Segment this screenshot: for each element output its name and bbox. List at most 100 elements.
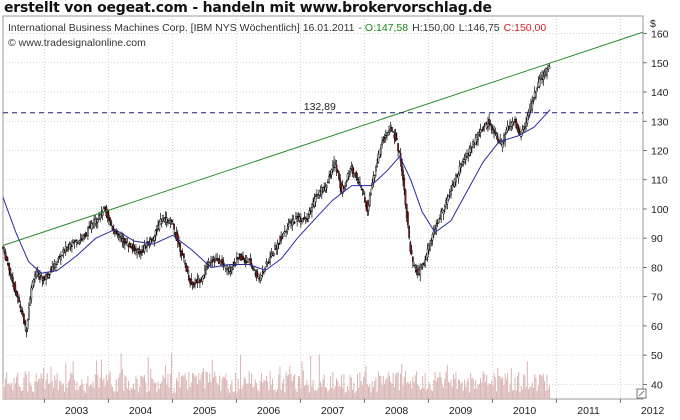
candle-body xyxy=(381,141,383,146)
candle-body xyxy=(440,210,443,220)
candle-body xyxy=(387,131,390,136)
candle-body xyxy=(18,297,20,303)
candle-body xyxy=(269,256,271,263)
x-axis-ticks: 2003 2004 2005 2006 2007 2008 2009 2010 2011 2012 xyxy=(44,399,664,417)
candle-body xyxy=(431,233,434,241)
candle-body xyxy=(295,216,297,219)
candle-body xyxy=(244,260,247,263)
candle-body xyxy=(453,178,456,187)
candle-body xyxy=(243,257,246,261)
candle-body xyxy=(377,153,380,163)
candle-body xyxy=(237,257,239,260)
candle-body xyxy=(40,274,43,277)
candle-body xyxy=(206,266,209,268)
candle-body xyxy=(355,171,358,179)
y-tick-label: 50 xyxy=(651,350,663,362)
candle-body xyxy=(325,185,328,189)
candle-body xyxy=(51,266,54,273)
candle-body xyxy=(111,226,114,231)
candle-body xyxy=(317,194,319,199)
candle-body xyxy=(191,281,194,285)
candle-body xyxy=(347,173,350,177)
candle-body xyxy=(482,127,484,131)
y-tick-label: 160 xyxy=(651,29,669,41)
candle-body xyxy=(389,124,392,128)
candle-body xyxy=(123,238,126,245)
candle-body xyxy=(429,243,431,250)
resize-corner-icon xyxy=(636,388,647,399)
candle-body xyxy=(404,189,407,206)
candle-body xyxy=(335,164,338,172)
candle-body xyxy=(19,304,22,308)
candle-body xyxy=(515,119,518,129)
candle-body xyxy=(351,166,354,174)
candle-body xyxy=(516,123,519,131)
candle-body xyxy=(327,181,329,183)
candle-body xyxy=(409,242,412,252)
candle-body xyxy=(61,254,63,257)
candle-body xyxy=(256,273,259,276)
candle-body xyxy=(72,239,75,243)
candle-body xyxy=(403,177,406,191)
candle-body xyxy=(291,220,294,226)
candle-body xyxy=(158,221,161,230)
candle-body xyxy=(511,121,514,125)
candle-body xyxy=(395,138,398,140)
candle-body xyxy=(463,159,466,163)
candle-body xyxy=(420,267,423,271)
candle-body xyxy=(9,268,12,275)
candle-body xyxy=(352,172,355,174)
candle-body xyxy=(26,320,29,330)
candle-body xyxy=(392,131,395,133)
candle-body xyxy=(528,107,531,115)
candle-body xyxy=(64,245,67,253)
grid-lines xyxy=(3,16,643,399)
candle-body xyxy=(488,119,491,124)
candle-body xyxy=(519,131,521,135)
candle-body xyxy=(84,233,87,238)
candle-body xyxy=(494,132,497,134)
y-tick-label: 60 xyxy=(651,321,663,333)
candle-body xyxy=(344,185,347,189)
candle-body xyxy=(101,212,104,216)
x-tick-label: 2006 xyxy=(257,405,281,417)
candle-body xyxy=(154,230,157,236)
candle-body xyxy=(536,87,539,91)
y-tick-label: 100 xyxy=(651,204,669,216)
candle-body xyxy=(517,128,520,134)
candle-body xyxy=(407,212,409,226)
candle-body xyxy=(435,225,438,230)
candle-body xyxy=(5,256,8,262)
candle-body xyxy=(505,129,508,134)
candle-body xyxy=(458,165,461,175)
candle-body xyxy=(339,178,342,189)
candle-body xyxy=(535,92,537,98)
candle-body xyxy=(480,130,483,132)
candle-body xyxy=(356,178,359,181)
candle-body xyxy=(413,264,415,267)
candle-body xyxy=(402,170,404,181)
candle-body xyxy=(379,148,382,155)
candle-body xyxy=(525,121,527,127)
candle-body xyxy=(170,220,173,222)
candle-body xyxy=(277,243,280,245)
candle-body xyxy=(538,78,541,87)
trend-line xyxy=(2,31,644,246)
candle-body xyxy=(436,222,439,225)
watermark-banner: erstellt von oegeat.com - handeln mit ww… xyxy=(4,0,492,16)
candle-body xyxy=(25,330,28,333)
candle-body xyxy=(29,298,31,306)
candle-body xyxy=(471,146,473,148)
candle-body xyxy=(15,291,18,296)
candle-body xyxy=(171,223,174,225)
candle-body xyxy=(487,122,489,128)
candle-body xyxy=(469,147,472,153)
y-tick-label: 40 xyxy=(651,379,663,391)
candle-body xyxy=(3,250,6,252)
candle-body xyxy=(4,251,7,260)
candle-body xyxy=(272,253,275,256)
candle-body xyxy=(450,191,452,196)
candle-body xyxy=(546,68,548,76)
candle-body xyxy=(136,249,139,253)
y-tick-label: 110 xyxy=(651,175,668,187)
